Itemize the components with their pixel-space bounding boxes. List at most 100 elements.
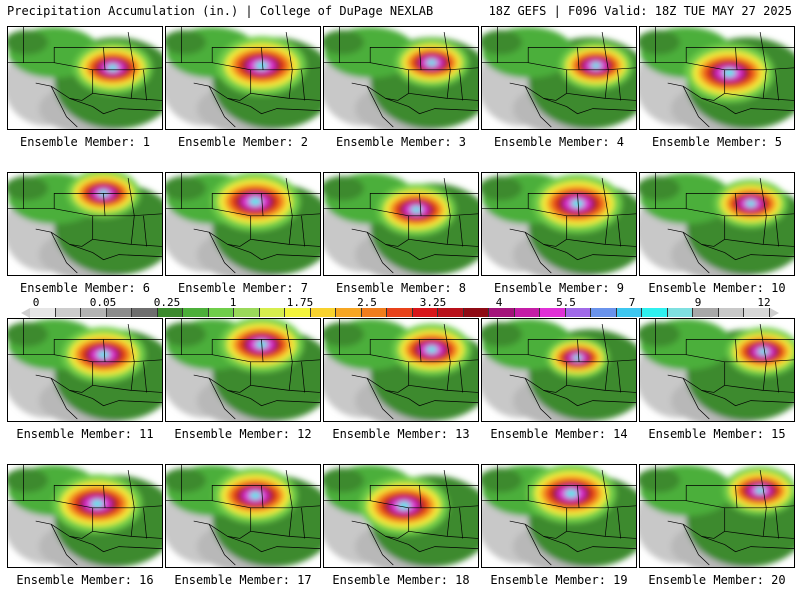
colorbar-segment <box>285 308 311 317</box>
colorbar-tick-label: 3.25 <box>419 296 447 309</box>
precip-map <box>8 465 162 567</box>
colorbar-segment <box>30 308 56 317</box>
colorbar-segment <box>361 308 388 317</box>
map-frame <box>323 26 479 130</box>
colorbar-segment <box>514 308 541 317</box>
colorbar-segment <box>489 308 515 317</box>
colorbar-segment <box>208 308 235 317</box>
colorbar-segment <box>81 308 107 317</box>
colorbar-segment <box>106 308 133 317</box>
precip-map <box>166 27 320 129</box>
colorbar-tick-label: 1 <box>229 296 237 309</box>
colorbar-segment <box>157 308 184 317</box>
colorbar-segment <box>693 308 719 317</box>
precip-map <box>640 465 794 567</box>
colorbar-segment <box>412 308 439 317</box>
map-frame <box>639 26 795 130</box>
map-frame <box>165 26 321 130</box>
colorbar-segment <box>336 308 362 317</box>
colorbar-tick-label: 2.5 <box>357 296 377 309</box>
map-frame <box>165 464 321 568</box>
precip-map <box>166 173 320 275</box>
map-frame <box>7 464 163 568</box>
colorbar-segment <box>667 308 694 317</box>
member-label: Ensemble Member: 4 <box>493 135 625 149</box>
member-label: Ensemble Member: 11 <box>16 427 154 441</box>
colorbar-segment <box>387 308 413 317</box>
precip-map <box>8 319 162 421</box>
member-label: Ensemble Member: 10 <box>648 281 786 295</box>
colorbar: 0 0.05 0.25 1 1.75 2.5 3.25 4 5.5 7 9 12 <box>0 296 800 318</box>
colorbar-segment <box>183 308 209 317</box>
colorbar-tick-label: 7 <box>628 296 636 309</box>
precip-map <box>482 27 636 129</box>
colorbar-tick-label: 1.75 <box>286 296 314 309</box>
precip-map <box>8 27 162 129</box>
member-label: Ensemble Member: 5 <box>651 135 783 149</box>
precip-map <box>640 319 794 421</box>
colorbar-segment <box>259 308 286 317</box>
colorbar-segment <box>616 308 643 317</box>
colorbar-segment <box>463 308 490 317</box>
map-frame <box>481 26 637 130</box>
colorbar-segment <box>744 308 770 317</box>
precip-map <box>324 465 478 567</box>
colorbar-strip <box>30 308 770 317</box>
member-label: Ensemble Member: 12 <box>174 427 312 441</box>
map-frame <box>7 26 163 130</box>
colorbar-right-arrow <box>770 308 779 318</box>
precip-map <box>324 173 478 275</box>
colorbar-segment <box>718 308 745 317</box>
colorbar-segment <box>55 308 82 317</box>
header-title: Precipitation Accumulation (in.) | Colle… <box>7 4 434 18</box>
colorbar-tick-label: 0 <box>32 296 40 309</box>
colorbar-tick-label: 12 <box>757 296 771 309</box>
member-label: Ensemble Member: 3 <box>335 135 467 149</box>
map-frame <box>165 172 321 276</box>
map-frame <box>7 172 163 276</box>
precip-map <box>482 173 636 275</box>
colorbar-segment <box>132 308 158 317</box>
map-frame <box>7 318 163 422</box>
map-frame <box>481 172 637 276</box>
member-label: Ensemble Member: 13 <box>332 427 470 441</box>
member-label: Ensemble Member: 14 <box>490 427 628 441</box>
map-frame <box>639 318 795 422</box>
member-label: Ensemble Member: 2 <box>177 135 309 149</box>
colorbar-tick-label: 9 <box>694 296 702 309</box>
colorbar-segment <box>591 308 617 317</box>
precip-map <box>166 465 320 567</box>
map-frame <box>639 464 795 568</box>
colorbar-segment <box>642 308 668 317</box>
precip-map <box>482 465 636 567</box>
precip-map <box>166 319 320 421</box>
member-label: Ensemble Member: 8 <box>335 281 467 295</box>
member-label: Ensemble Member: 19 <box>490 573 628 587</box>
precip-map <box>324 27 478 129</box>
member-label: Ensemble Member: 6 <box>19 281 151 295</box>
map-frame <box>323 464 479 568</box>
precip-map <box>8 173 162 275</box>
map-frame <box>323 172 479 276</box>
member-label: Ensemble Member: 20 <box>648 573 786 587</box>
colorbar-segment <box>540 308 566 317</box>
colorbar-segment <box>438 308 464 317</box>
precip-map <box>324 319 478 421</box>
map-frame <box>481 318 637 422</box>
precip-map <box>640 173 794 275</box>
member-label: Ensemble Member: 17 <box>174 573 312 587</box>
colorbar-tick-label: 4 <box>495 296 503 309</box>
colorbar-tick-label: 5.5 <box>556 296 576 309</box>
colorbar-tick-label: 0.25 <box>153 296 181 309</box>
colorbar-segment <box>310 308 337 317</box>
member-label: Ensemble Member: 15 <box>648 427 786 441</box>
member-label: Ensemble Member: 9 <box>493 281 625 295</box>
colorbar-left-arrow <box>21 308 30 318</box>
header-run-info: 18Z GEFS | F096 Valid: 18Z TUE MAY 27 20… <box>488 4 792 18</box>
member-label: Ensemble Member: 18 <box>332 573 470 587</box>
precip-map <box>482 319 636 421</box>
colorbar-segment <box>234 308 260 317</box>
map-frame <box>639 172 795 276</box>
map-frame <box>165 318 321 422</box>
